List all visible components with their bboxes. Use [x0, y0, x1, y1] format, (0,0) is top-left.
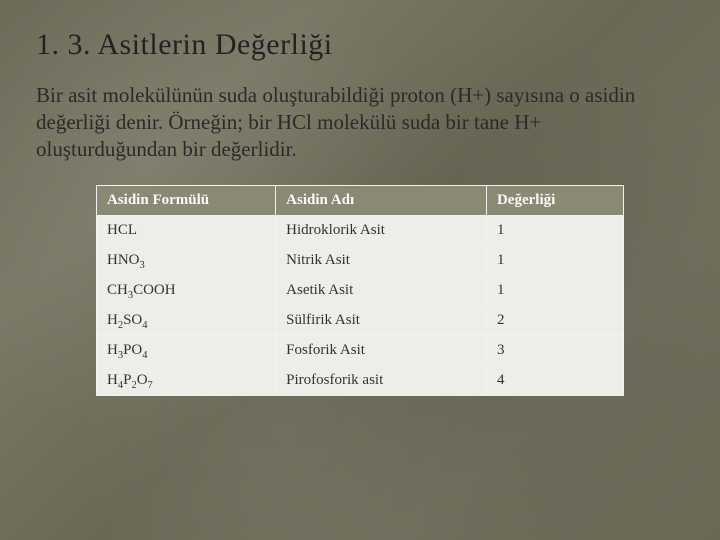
- cell-formula: HCL: [97, 215, 276, 245]
- acid-valence-table: Asidin Formülü Asidin Adı Değerliği HCL …: [96, 185, 624, 396]
- slide-title: 1. 3. Asitlerin Değerliği: [36, 28, 684, 62]
- cell-valence: 4: [486, 365, 623, 395]
- cell-name: Fosforik Asit: [276, 335, 487, 365]
- cell-valence: 2: [486, 305, 623, 335]
- slide-body-text: Bir asit molekülünün suda oluşturabildiğ…: [36, 82, 676, 163]
- cell-valence: 1: [486, 275, 623, 305]
- table-row: HCL Hidroklorik Asit 1: [97, 215, 624, 245]
- table-header-formula: Asidin Formülü: [97, 185, 276, 215]
- cell-formula: H4P2O7: [97, 365, 276, 395]
- cell-name: Sülfirik Asit: [276, 305, 487, 335]
- table-row: H3PO4 Fosforik Asit 3: [97, 335, 624, 365]
- table-header-row: Asidin Formülü Asidin Adı Değerliği: [97, 185, 624, 215]
- cell-valence: 1: [486, 215, 623, 245]
- cell-name: Nitrik Asit: [276, 245, 487, 275]
- table-header-valence: Değerliği: [486, 185, 623, 215]
- cell-formula: CH3COOH: [97, 275, 276, 305]
- table-body: HCL Hidroklorik Asit 1 HNO3 Nitrik Asit …: [97, 215, 624, 395]
- table-row: H2SO4 Sülfirik Asit 2: [97, 305, 624, 335]
- cell-name: Asetik Asit: [276, 275, 487, 305]
- cell-valence: 3: [486, 335, 623, 365]
- cell-formula: H3PO4: [97, 335, 276, 365]
- table-row: CH3COOH Asetik Asit 1: [97, 275, 624, 305]
- cell-name: Pirofosforik asit: [276, 365, 487, 395]
- cell-valence: 1: [486, 245, 623, 275]
- acid-valence-table-wrap: Asidin Formülü Asidin Adı Değerliği HCL …: [36, 185, 684, 396]
- cell-name: Hidroklorik Asit: [276, 215, 487, 245]
- table-row: HNO3 Nitrik Asit 1: [97, 245, 624, 275]
- table-header-name: Asidin Adı: [276, 185, 487, 215]
- slide-content: 1. 3. Asitlerin Değerliği Bir asit molek…: [0, 0, 720, 416]
- cell-formula: HNO3: [97, 245, 276, 275]
- cell-formula: H2SO4: [97, 305, 276, 335]
- table-row: H4P2O7 Pirofosforik asit 4: [97, 365, 624, 395]
